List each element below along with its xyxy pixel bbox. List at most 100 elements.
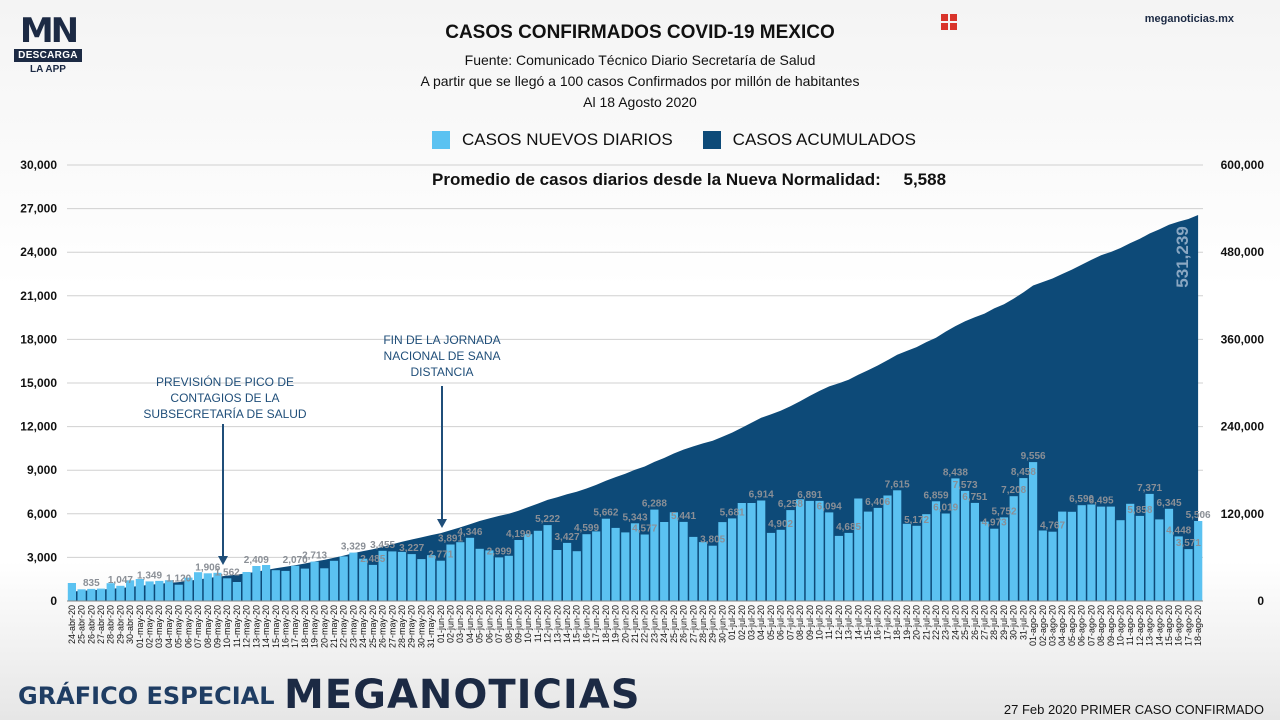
daily-bar: [504, 555, 513, 601]
bar-value-label: 3,455: [370, 540, 395, 551]
legend-item-daily: CASOS NUEVOS DIARIOS: [432, 130, 673, 150]
daily-bar: [825, 512, 834, 601]
x-tick-label: 05-may-20: [174, 605, 184, 648]
site-url[interactable]: meganoticias.mx: [1144, 13, 1234, 25]
legend-swatch-daily: [432, 131, 450, 149]
daily-bar: [475, 548, 484, 601]
bar-value-label: 5,662: [593, 508, 618, 519]
x-tick-label: 24-may-20: [358, 605, 368, 648]
y-left-tick-label: 15,000: [20, 376, 57, 390]
x-tick-label: 13-ago-20: [1145, 605, 1155, 646]
daily-bar: [1058, 511, 1067, 601]
annotation-peak-text: PREVISIÓN DE PICO DE CONTAGIOS DE LA SUB…: [143, 375, 307, 421]
daily-bar: [582, 534, 591, 601]
daily-bar: [262, 565, 271, 601]
bar-value-label: 2,771: [428, 550, 453, 561]
daily-bar: [980, 521, 989, 601]
daily-bar: [728, 518, 737, 601]
daily-bar: [931, 501, 941, 601]
average-value: 5,588: [903, 170, 947, 189]
daily-bar: [1077, 505, 1086, 601]
x-tick-label: 27-jul-20: [980, 605, 990, 640]
daily-bar: [689, 536, 698, 601]
cumulative-area: [71, 215, 1199, 601]
x-tick-label: 09-jun-20: [514, 605, 524, 643]
y-left-tick-label: 12,000: [20, 420, 57, 434]
bar-value-label: 2,713: [302, 551, 327, 562]
x-tick-label: 18-ago-20: [1193, 605, 1203, 646]
daily-bar: [669, 512, 678, 601]
x-tick-label: 22-jul-20: [931, 605, 941, 640]
bar-value-label: 6,094: [817, 501, 842, 512]
x-tick-label: 05-ago-20: [1067, 605, 1077, 646]
daily-bar: [446, 544, 455, 601]
x-tick-label: 11-ago-20: [1125, 605, 1135, 645]
daily-bar: [630, 523, 640, 601]
x-tick-label: 03-ago-20: [1048, 605, 1058, 646]
bar-value-label: 1,120: [166, 574, 191, 585]
y-left-tick-label: 3,000: [27, 550, 57, 564]
x-tick-label: 09-jul-20: [805, 605, 815, 640]
y-left-tick-label: 6,000: [27, 507, 57, 521]
x-tick-label: 14-jun-20: [562, 605, 572, 643]
daily-bar: [96, 588, 106, 601]
chart-note: A partir que se llegó a 100 casos Confir…: [420, 73, 860, 89]
x-tick-label: 23-jun-20: [649, 605, 659, 643]
daily-bar: [718, 522, 727, 601]
x-tick-label: 15-ago-20: [1164, 605, 1174, 646]
chart-legend: CASOS NUEVOS DIARIOS CASOS ACUMULADOS: [432, 130, 946, 150]
bar-value-label: 4,767: [1040, 521, 1065, 532]
daily-bar: [67, 583, 76, 601]
annotation-end: FIN DE LA JORNADA NACIONAL DE SANA DISTA…: [370, 332, 514, 380]
bar-value-label: 2,070: [283, 555, 308, 566]
x-tick-label: 17-ago-20: [1183, 605, 1193, 646]
x-tick-label: 20-jun-20: [620, 605, 630, 643]
y-left-tick-label: 21,000: [20, 289, 57, 303]
bar-value-label: 3,891: [438, 534, 463, 545]
bar-value-label: 7,208: [1001, 485, 1026, 496]
x-tick-label: 16-jul-20: [873, 605, 883, 640]
daily-bar: [456, 542, 465, 601]
mn-logo[interactable]: MN DESCARGA LA APP: [14, 14, 82, 75]
x-tick-label: 30-jun-20: [717, 605, 727, 643]
logo-download-badge: DESCARGA: [14, 49, 82, 62]
x-tick-label: 28-jul-20: [989, 605, 999, 640]
y-right-tick-label: 240,000: [1221, 420, 1265, 434]
x-tick-label: 15-may-20: [271, 605, 281, 648]
daily-bar: [601, 518, 610, 601]
x-tick-label: 27-abr-20: [96, 605, 106, 644]
daily-bar: [990, 528, 999, 601]
bar-value-label: 6,495: [1089, 496, 1114, 507]
x-tick-label: 13-may-20: [251, 605, 261, 648]
daily-bar: [291, 565, 300, 601]
daily-bar: [1048, 531, 1057, 601]
x-tick-label: 19-jul-20: [902, 605, 912, 640]
x-tick-label: 28-may-20: [397, 605, 407, 648]
x-tick-label: 01-jul-20: [727, 605, 737, 640]
annotation-end-text: FIN DE LA JORNADA NACIONAL DE SANA DISTA…: [383, 333, 501, 379]
x-tick-label: 02-jun-20: [446, 605, 456, 643]
x-tick-label: 20-may-20: [319, 605, 329, 648]
bar-value-label: 6,590: [1069, 494, 1094, 505]
x-tick-label: 12-jul-20: [834, 605, 844, 640]
x-tick-label: 08-ago-20: [1096, 605, 1106, 646]
footer-special-label: GRÁFICO ESPECIAL: [18, 682, 275, 710]
daily-bar: [436, 560, 445, 601]
x-tick-label: 08-may-20: [203, 605, 213, 648]
daily-bar: [533, 530, 542, 601]
daily-bar: [135, 579, 144, 601]
daily-bar: [834, 535, 843, 601]
daily-bar: [194, 572, 203, 601]
daily-bar: [970, 502, 979, 601]
grid-icon: [941, 14, 957, 30]
daily-bar: [388, 551, 397, 601]
x-tick-label: 25-may-20: [368, 605, 378, 648]
bar-value-label: 4,599: [574, 523, 599, 534]
x-tick-label: 07-jun-20: [494, 605, 504, 643]
x-tick-label: 28-abr-20: [106, 605, 116, 644]
daily-bar: [1194, 521, 1203, 601]
x-tick-label: 11-jun-20: [533, 605, 543, 642]
x-tick-label: 03-jul-20: [747, 605, 757, 640]
annotation-end-arrow-head: [437, 519, 447, 528]
